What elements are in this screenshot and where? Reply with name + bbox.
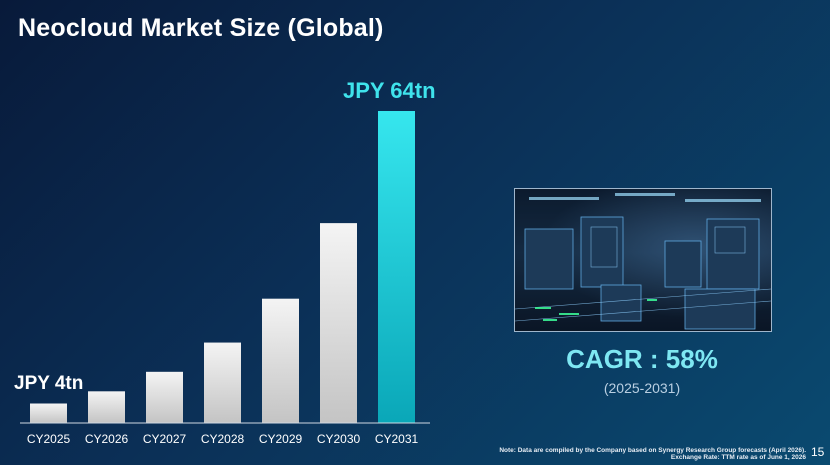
page-number: 15 (811, 445, 825, 459)
bar-cy2028 (204, 342, 241, 423)
x-tick-cy2026: CY2026 (85, 432, 129, 446)
bar-cy2031 (378, 111, 415, 423)
x-tick-cy2029: CY2029 (259, 432, 303, 446)
market-size-bar-chart: CY2025 CY2026 CY2027 CY2028 CY2029 CY2030 CY20… (20, 111, 430, 446)
start-value-label: JPY 4tn (14, 373, 84, 394)
bar-cy2030 (320, 223, 357, 423)
slide-title: Neocloud Market Size (Global) (18, 14, 384, 42)
x-tick-cy2030: CY2030 (317, 432, 361, 446)
bar-cy2025 (30, 403, 67, 423)
footnote-line-1: Note: Data are compiled by the Company b… (499, 447, 806, 454)
x-tick-cy2031: CY2031 (375, 432, 419, 446)
footnote: Note: Data are compiled by the Company b… (470, 447, 806, 461)
bar-cy2029 (262, 298, 299, 423)
end-value-label: JPY 64tn (343, 78, 436, 103)
bar-cy2026 (88, 391, 125, 423)
bar-cy2027 (146, 371, 183, 423)
cagr-label: CAGR : 58% (566, 344, 718, 374)
data-center-image (514, 188, 772, 332)
footnote-line-2: Exchange Rate: TTM rate as of June 1, 20… (670, 454, 806, 461)
data-center-illustration (515, 189, 771, 331)
x-tick-cy2025: CY2025 (27, 432, 71, 446)
x-tick-cy2028: CY2028 (201, 432, 245, 446)
x-tick-cy2027: CY2027 (143, 432, 187, 446)
cagr-period: (2025-2031) (603, 380, 681, 396)
